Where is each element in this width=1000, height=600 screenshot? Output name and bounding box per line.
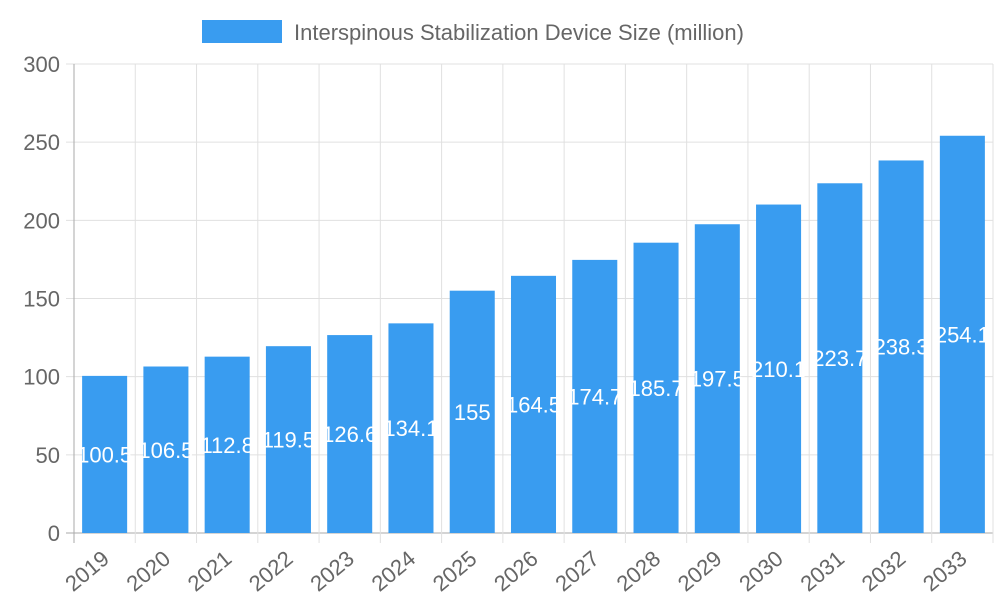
x-tick-label: 2023 [305,546,359,597]
y-tick-label: 200 [23,208,60,233]
x-tick-label: 2031 [795,546,849,597]
x-tick-label: 2019 [60,546,114,597]
data-label: 254.1 [935,322,990,347]
bar [878,160,924,533]
y-tick-label: 100 [23,365,60,390]
x-tick-label: 2021 [183,546,237,597]
x-tick-label: 2032 [857,546,911,597]
y-tick-label: 250 [23,130,60,155]
bar [143,366,189,533]
x-tick-label: 2022 [244,546,298,597]
data-label: 100.5 [77,442,132,467]
bar [939,135,985,533]
x-tick-label: 2028 [612,546,666,597]
legend-swatch [202,20,282,43]
y-tick-label: 150 [23,287,60,312]
bar [817,183,863,533]
y-tick-label: 50 [36,443,60,468]
legend-label: Interspinous Stabilization Device Size (… [294,20,744,45]
data-label: 185.7 [629,376,684,401]
bar [756,204,802,533]
x-tick-label: 2029 [673,546,727,597]
data-label: 155 [454,400,491,425]
data-label: 119.5 [262,428,315,453]
data-label: 164.5 [506,392,561,417]
bar [572,259,618,533]
bar [388,323,434,533]
bar [265,346,311,533]
data-label: 210.1 [751,357,806,382]
bar [510,275,557,533]
bar [694,224,740,533]
x-tick-label: 2020 [122,546,176,597]
data-label: 197.5 [690,367,745,392]
bar [449,290,495,533]
x-tick-label: 2033 [918,546,972,597]
bar [633,242,679,533]
data-label: 126.6 [322,422,377,447]
y-tick-label: 300 [23,52,60,77]
data-label: 112.8 [200,433,253,458]
data-label: 238.3 [874,335,929,360]
y-tick-label: 0 [48,521,60,546]
bar [82,375,128,533]
bar [327,335,373,533]
x-tick-label: 2027 [550,546,604,597]
data-label: 174.7 [567,384,622,409]
x-tick-label: 2026 [489,546,543,597]
data-label: 223.7 [812,346,867,371]
data-label: 106.5 [138,438,193,463]
x-tick-label: 2030 [734,546,788,597]
x-tick-label: 2024 [367,546,421,597]
x-tick-label: 2025 [428,546,482,597]
bar [204,356,250,533]
data-label: 134.1 [383,416,438,441]
legend: Interspinous Stabilization Device Size (… [202,20,744,45]
